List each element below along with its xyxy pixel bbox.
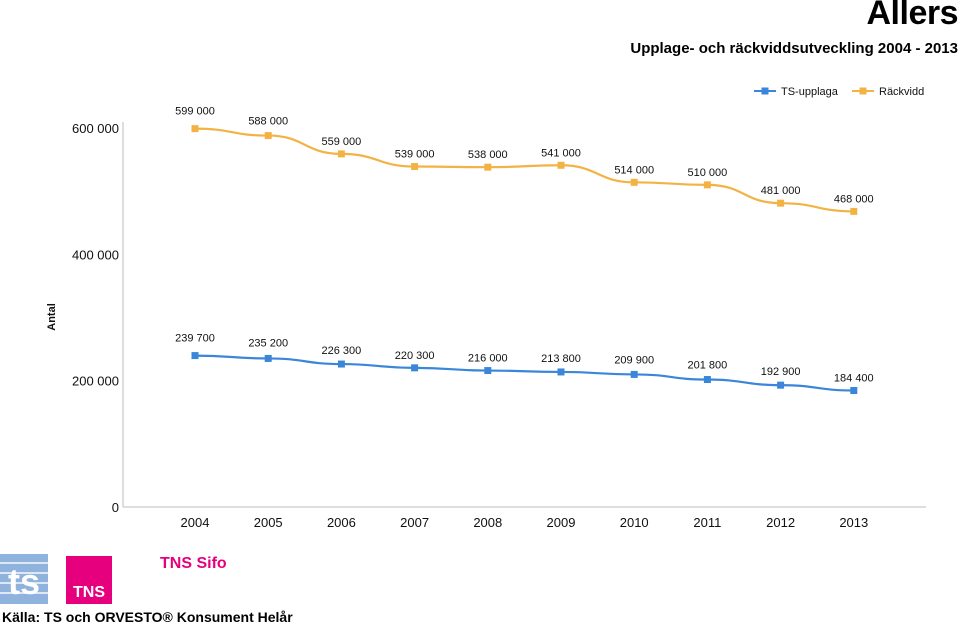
data-label: 539 000 [395, 149, 435, 161]
legend-label: TS-upplaga [781, 86, 839, 98]
tns-logo-background [66, 556, 112, 604]
chart-subtitle: Upplage- och räckviddsutveckling 2004 - … [630, 40, 958, 57]
data-label: 192 900 [761, 366, 801, 378]
y-tick-label: 400 000 [72, 247, 119, 262]
data-point [264, 354, 272, 362]
legend-marker [761, 87, 769, 95]
ts-logo: ts [0, 554, 48, 604]
data-label: 481 000 [761, 185, 801, 197]
data-label: 538 000 [468, 149, 508, 161]
x-tick-label: 2007 [400, 515, 429, 530]
x-tick-label: 2013 [839, 515, 868, 530]
data-point [264, 132, 272, 140]
legend: TS-upplaga Räckvidd [754, 86, 924, 98]
data-point [557, 368, 565, 376]
source-note: Källa: TS och ORVESTO® Konsument Helår [2, 609, 293, 625]
data-point [484, 367, 492, 375]
x-tick-label: 2008 [473, 515, 502, 530]
data-point [557, 161, 565, 169]
data-point [850, 207, 858, 215]
logo-strip: ts TNS TNS Sifo [0, 554, 227, 604]
series-rackvidd: 599 000 588 000 559 000 539 000 538 000 541 0… [175, 106, 874, 215]
data-label: 184 400 [834, 373, 874, 385]
legend-label: Räckvidd [879, 86, 924, 98]
x-tick-label: 2009 [547, 515, 576, 530]
data-label: 541 000 [541, 147, 581, 159]
brand-title: Allers [866, 0, 959, 32]
data-label: 209 900 [614, 354, 654, 366]
data-point [630, 178, 638, 186]
x-tick-label: 2012 [766, 515, 795, 530]
data-point [191, 125, 199, 133]
data-label: 213 800 [541, 353, 581, 365]
data-point [484, 163, 492, 171]
data-point [777, 381, 785, 389]
series-line [194, 354, 854, 392]
data-label: 514 000 [614, 164, 654, 176]
y-tick-label: 0 [112, 500, 119, 515]
series-line [194, 127, 854, 213]
x-tick-label: 2004 [181, 515, 210, 530]
tns-logo: TNS [66, 556, 112, 604]
data-label: 216 000 [468, 353, 508, 365]
data-point [337, 150, 345, 158]
legend-marker [859, 87, 867, 95]
tns-logo-text: TNS [73, 584, 105, 601]
data-point [777, 199, 785, 207]
data-label: 201 800 [688, 360, 728, 372]
series-ts-upplaga: 239 700 235 200 226 300 220 300 216 000 213 8… [175, 333, 874, 395]
data-label: 235 200 [248, 337, 288, 349]
data-label: 220 300 [395, 350, 435, 362]
data-point [411, 364, 419, 372]
data-point [191, 352, 199, 360]
data-label: 559 000 [322, 136, 362, 148]
x-tick-label: 2005 [254, 515, 283, 530]
y-tick-label: 200 000 [72, 374, 119, 389]
data-point [703, 376, 711, 384]
data-label: 468 000 [834, 193, 874, 205]
x-tick-label: 2006 [327, 515, 356, 530]
data-label: 588 000 [248, 116, 288, 128]
data-label: 226 300 [322, 345, 362, 357]
y-axis-title: Antal [46, 303, 58, 331]
data-label: 510 000 [688, 167, 728, 179]
y-tick-label: 600 000 [72, 121, 119, 136]
line-chart: 0 200 000 400 000 600 000 Antal 2004 2005 2006 2… [46, 86, 926, 530]
data-label: 239 700 [175, 333, 215, 345]
tns-sifo-logo: TNS Sifo [160, 555, 227, 572]
ts-logo-text: ts [8, 561, 40, 602]
x-tick-label: 2011 [693, 515, 721, 530]
data-label: 599 000 [175, 106, 215, 118]
data-point [337, 360, 345, 368]
data-point [630, 370, 638, 378]
data-point [850, 387, 858, 395]
data-point [703, 181, 711, 189]
x-tick-label: 2010 [620, 515, 649, 530]
data-point [411, 163, 419, 171]
